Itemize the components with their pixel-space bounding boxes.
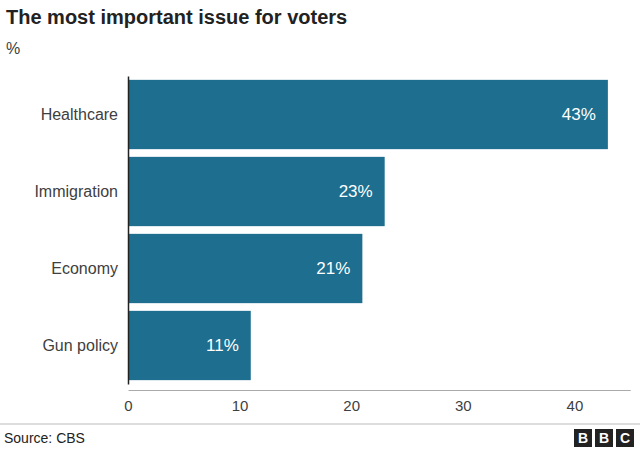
data-label: 11% — [206, 336, 239, 355]
x-tick: 20 — [343, 390, 360, 414]
bar — [128, 234, 362, 303]
logo-box — [574, 429, 592, 447]
data-label: 21% — [316, 259, 350, 278]
logo-letter: C — [620, 430, 630, 446]
x-tick: 0 — [124, 390, 132, 414]
title: The most important issue for voters — [6, 6, 347, 28]
source: Source: CBS — [4, 430, 85, 446]
y-tick-label: Economy — [51, 260, 118, 277]
chart: The most important issue for voters% 43% 2… — [0, 0, 640, 450]
x-tick: 40 — [567, 390, 584, 414]
x-tick-label: 20 — [343, 397, 360, 414]
bar — [128, 311, 251, 380]
y-tick: Economy — [51, 260, 118, 277]
x-tick-label: 10 — [232, 397, 249, 414]
x-axis-line — [129, 390, 631, 391]
bar — [128, 80, 608, 149]
x-tick: 30 — [455, 390, 472, 414]
y-tick-label: Immigration — [34, 183, 118, 200]
logo: BBC — [574, 429, 634, 447]
logo-letter: B — [599, 430, 609, 446]
y-axis: Healthcare Immigration Economy Gun policy — [34, 77, 128, 385]
data-label: 43% — [562, 105, 596, 124]
y-tick: Gun policy — [42, 337, 118, 354]
y-tick: Immigration — [34, 183, 118, 200]
y-tick-label: Gun policy — [42, 337, 118, 354]
data-labels: 43% 23% 21% 11% — [206, 105, 596, 355]
footer-rule — [0, 424, 640, 425]
y-axis-line — [128, 77, 130, 385]
x-tick-label: 30 — [455, 397, 472, 414]
x-tick-label: 0 — [124, 397, 132, 414]
logo-box — [616, 429, 634, 447]
x-axis: 0 10 20 30 40 — [124, 390, 630, 414]
y-tick: Healthcare — [41, 106, 118, 123]
x-tick-label: 40 — [567, 397, 584, 414]
y-tick-label: Healthcare — [41, 106, 118, 123]
logo-box — [595, 429, 613, 447]
data-label: 23% — [339, 182, 373, 201]
bars — [128, 80, 608, 380]
x-tick: 10 — [232, 390, 249, 414]
bar — [128, 157, 385, 226]
subtitle: % — [6, 40, 20, 57]
logo-letter: B — [578, 430, 588, 446]
logo-text: BBC — [578, 430, 630, 446]
